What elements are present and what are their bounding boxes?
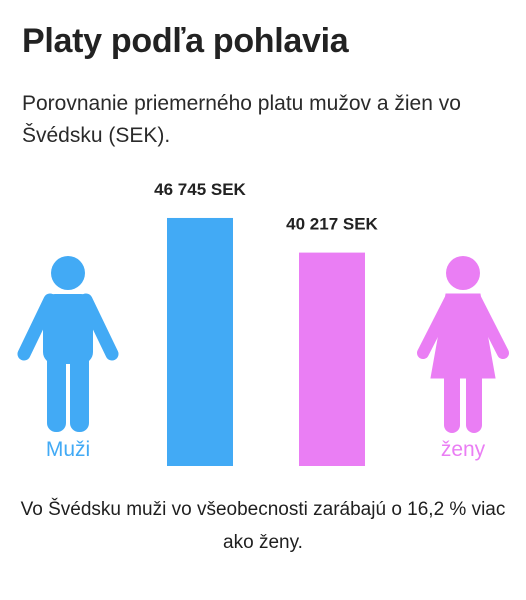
value-label-women: 40 217 SEK xyxy=(286,215,378,234)
chart-subtitle: Porovnanie priemerného platu mužov a žie… xyxy=(22,92,461,147)
category-label-men: Muži xyxy=(46,438,90,461)
category-label-women: ženy xyxy=(441,438,486,461)
female-figure-icon xyxy=(417,256,509,433)
bar-men xyxy=(167,217,233,466)
chart-footnote: Vo Švédsku muži vo všeobecnosti zarábajú… xyxy=(20,499,506,553)
page-title: Platy podľa pohlavia xyxy=(22,22,349,60)
value-label-men: 46 745 SEK xyxy=(154,180,246,199)
male-figure-icon xyxy=(17,256,119,432)
bar-women xyxy=(299,252,365,466)
salary-chart: 46 745 SEK 40 217 SEK Muži ženy xyxy=(17,180,509,466)
